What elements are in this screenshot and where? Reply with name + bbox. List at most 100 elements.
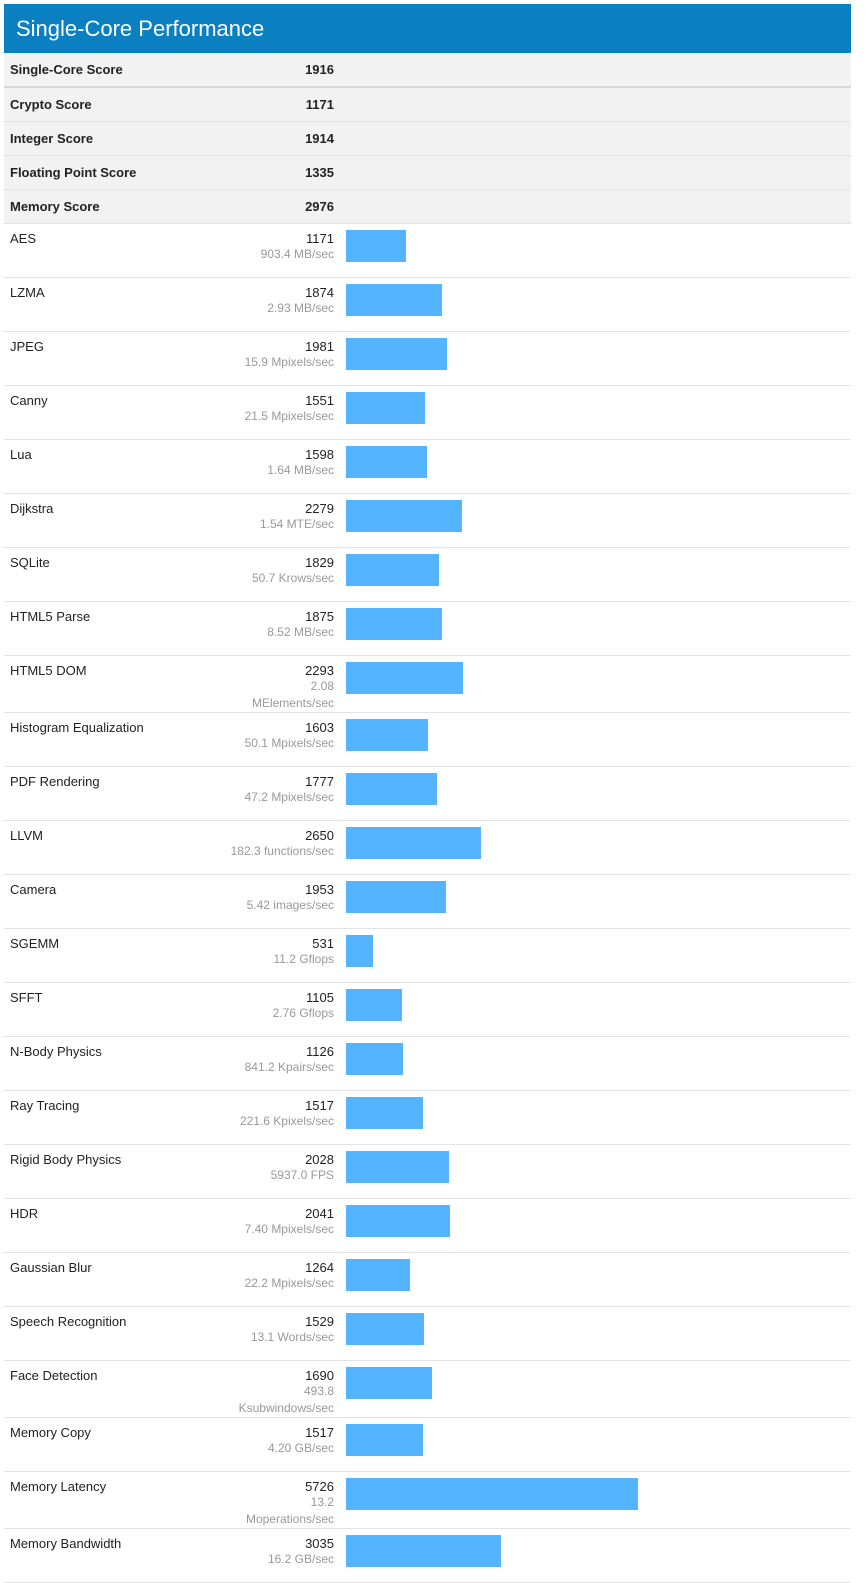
benchmark-bar bbox=[346, 1367, 432, 1399]
benchmark-score: 1829 bbox=[305, 555, 334, 570]
benchmark-name: HTML5 Parse bbox=[4, 601, 230, 656]
panel-title: Single-Core Performance bbox=[4, 4, 851, 53]
benchmark-row: SGEMM 531 11.2 Gflops bbox=[4, 928, 851, 983]
benchmark-score-cell: 1517 221.6 Kpixels/sec bbox=[230, 1090, 346, 1145]
benchmark-bar-cell bbox=[346, 331, 851, 386]
benchmark-score: 1171 bbox=[306, 231, 334, 246]
benchmark-detail: 2.93 MB/sec bbox=[267, 301, 334, 315]
benchmark-score-cell: 1874 2.93 MB/sec bbox=[230, 277, 346, 332]
benchmark-row: Lua 1598 1.64 MB/sec bbox=[4, 439, 851, 494]
benchmark-score-cell: 2028 5937.0 FPS bbox=[230, 1144, 346, 1199]
benchmark-score-cell: 2041 7.40 Mpixels/sec bbox=[230, 1198, 346, 1253]
benchmark-score: 2279 bbox=[305, 501, 334, 516]
benchmark-row: Canny 1551 21.5 Mpixels/sec bbox=[4, 385, 851, 440]
benchmark-bar bbox=[346, 1259, 410, 1291]
benchmark-score: 1551 bbox=[305, 393, 334, 408]
benchmark-bar bbox=[346, 1478, 638, 1510]
benchmark-row: N-Body Physics 1126 841.2 Kpairs/sec bbox=[4, 1036, 851, 1091]
benchmark-score: 2041 bbox=[305, 1206, 334, 1221]
benchmark-score-cell: 2650 182.3 functions/sec bbox=[230, 820, 346, 875]
benchmark-row: Memory Bandwidth 3035 16.2 GB/sec bbox=[4, 1528, 851, 1583]
benchmark-bar bbox=[346, 773, 437, 805]
benchmark-score: 1603 bbox=[305, 720, 334, 735]
benchmark-bar bbox=[346, 446, 427, 478]
benchmark-bar bbox=[346, 1313, 424, 1345]
benchmark-detail: 21.5 Mpixels/sec bbox=[244, 409, 334, 423]
benchmark-detail: 4.20 GB/sec bbox=[267, 1441, 334, 1455]
benchmark-name: AES bbox=[4, 223, 230, 278]
summary-spacer bbox=[346, 155, 851, 190]
benchmark-bar-cell bbox=[346, 1306, 851, 1361]
single-core-panel: Single-Core Performance Single-Core Scor… bbox=[4, 4, 851, 1583]
benchmark-bar-cell bbox=[346, 1036, 851, 1091]
benchmark-bar-cell bbox=[346, 1144, 851, 1199]
benchmark-bar-cell bbox=[346, 820, 851, 875]
benchmark-bar bbox=[346, 719, 428, 751]
summary-spacer bbox=[346, 189, 851, 224]
benchmark-score-cell: 1171 903.4 MB/sec bbox=[230, 223, 346, 278]
benchmark-name: Speech Recognition bbox=[4, 1306, 230, 1361]
benchmark-score-cell: 1264 22.2 Mpixels/sec bbox=[230, 1252, 346, 1307]
benchmark-score: 1690 bbox=[305, 1368, 334, 1383]
summary-label: Crypto Score bbox=[4, 87, 230, 122]
benchmark-bar-cell bbox=[346, 874, 851, 929]
benchmark-bar-cell bbox=[346, 547, 851, 602]
benchmark-name: SGEMM bbox=[4, 928, 230, 983]
summary-row: Crypto Score 1171 bbox=[4, 87, 851, 122]
summary-row: Memory Score 2976 bbox=[4, 189, 851, 224]
benchmark-name: SQLite bbox=[4, 547, 230, 602]
benchmark-bar bbox=[346, 1151, 449, 1183]
summary-score: 1916 bbox=[230, 53, 346, 88]
benchmark-row: Speech Recognition 1529 13.1 Words/sec bbox=[4, 1306, 851, 1361]
benchmark-detail: 22.2 Mpixels/sec bbox=[244, 1276, 334, 1290]
summary-section: Single-Core Score 1916 Crypto Score 1171 Int… bbox=[4, 53, 851, 224]
benchmark-name: LLVM bbox=[4, 820, 230, 875]
benchmark-row: SFFT 1105 2.76 Gflops bbox=[4, 982, 851, 1037]
benchmark-name: N-Body Physics bbox=[4, 1036, 230, 1091]
benchmark-bar bbox=[346, 1043, 403, 1075]
benchmark-name: Ray Tracing bbox=[4, 1090, 230, 1145]
benchmark-row: Ray Tracing 1517 221.6 Kpixels/sec bbox=[4, 1090, 851, 1145]
benchmark-score: 5726 bbox=[305, 1479, 334, 1494]
benchmark-detail: 182.3 functions/sec bbox=[230, 844, 334, 858]
benchmark-bar-cell bbox=[346, 385, 851, 440]
benchmark-row: LLVM 2650 182.3 functions/sec bbox=[4, 820, 851, 875]
summary-label: Integer Score bbox=[4, 121, 230, 156]
benchmark-detail: 493.8 Ksubwindows/sec bbox=[238, 1384, 334, 1415]
benchmark-score: 1981 bbox=[305, 339, 334, 354]
benchmark-bar-cell bbox=[346, 1417, 851, 1472]
benchmark-name: Rigid Body Physics bbox=[4, 1144, 230, 1199]
benchmark-bar bbox=[346, 608, 442, 640]
benchmark-row: Dijkstra 2279 1.54 MTE/sec bbox=[4, 493, 851, 548]
benchmark-name: HTML5 DOM bbox=[4, 655, 230, 713]
benchmark-detail: 47.2 Mpixels/sec bbox=[244, 790, 334, 804]
benchmark-score: 1953 bbox=[305, 882, 334, 897]
benchmark-name: Memory Latency bbox=[4, 1471, 230, 1529]
benchmark-row: HTML5 DOM 2293 2.08 MElements/sec bbox=[4, 655, 851, 713]
benchmark-bar bbox=[346, 881, 446, 913]
benchmark-detail: 1.54 MTE/sec bbox=[259, 517, 334, 531]
benchmark-bar bbox=[346, 1205, 450, 1237]
benchmark-score-cell: 1105 2.76 Gflops bbox=[230, 982, 346, 1037]
benchmark-score-cell: 2279 1.54 MTE/sec bbox=[230, 493, 346, 548]
benchmark-detail: 7.40 Mpixels/sec bbox=[244, 1222, 334, 1236]
benchmark-score: 2028 bbox=[305, 1152, 334, 1167]
summary-score: 2976 bbox=[230, 189, 346, 224]
benchmark-detail: 221.6 Kpixels/sec bbox=[239, 1114, 334, 1128]
benchmark-name: JPEG bbox=[4, 331, 230, 386]
benchmark-name: Camera bbox=[4, 874, 230, 929]
summary-score: 1335 bbox=[230, 155, 346, 190]
benchmark-bar-cell bbox=[346, 439, 851, 494]
benchmark-row: LZMA 1874 2.93 MB/sec bbox=[4, 277, 851, 332]
benchmark-bar bbox=[346, 230, 406, 262]
benchmark-score: 1777 bbox=[305, 774, 334, 789]
benchmark-name: Dijkstra bbox=[4, 493, 230, 548]
benchmark-name: HDR bbox=[4, 1198, 230, 1253]
benchmark-bar bbox=[346, 392, 425, 424]
benchmark-row: HTML5 Parse 1875 8.52 MB/sec bbox=[4, 601, 851, 656]
benchmark-score: 2293 bbox=[305, 663, 334, 678]
benchmark-bar bbox=[346, 284, 442, 316]
benchmark-detail: 903.4 MB/sec bbox=[260, 247, 334, 261]
benchmark-name: Face Detection bbox=[4, 1360, 230, 1418]
benchmark-bar-cell bbox=[346, 1198, 851, 1253]
